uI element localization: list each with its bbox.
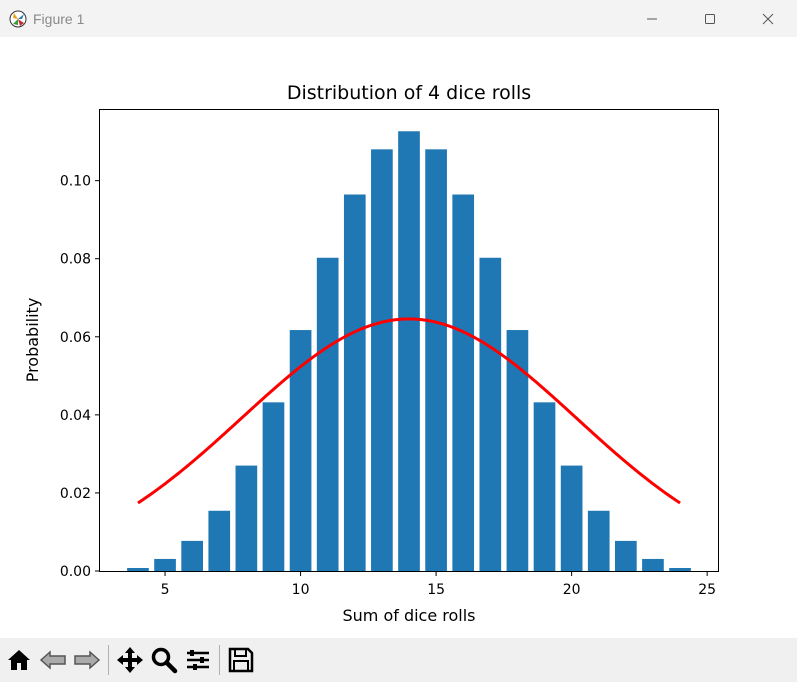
bar-13 <box>371 149 393 571</box>
bar-19 <box>533 402 556 571</box>
save-button[interactable] <box>226 645 256 675</box>
zoom-button[interactable] <box>149 645 179 675</box>
window-title: Figure 1 <box>33 10 85 27</box>
x-tick-label: 15 <box>427 582 445 598</box>
bar-14 <box>398 131 420 571</box>
x-axis-ticks: 5 10 15 20 25 <box>161 571 716 598</box>
bar-6 <box>181 540 203 571</box>
x-tick-label: 25 <box>698 582 716 598</box>
y-tick-label: 0.02 <box>60 486 91 502</box>
minimize-icon <box>647 18 657 19</box>
bar-11 <box>316 257 339 571</box>
forward-button[interactable] <box>72 645 102 675</box>
matplotlib-app-icon <box>9 10 27 28</box>
close-button[interactable] <box>739 0 797 37</box>
y-axis-label: Probability <box>23 298 42 383</box>
minimize-button[interactable] <box>623 0 681 37</box>
back-icon <box>39 650 66 670</box>
bar-22 <box>615 540 637 571</box>
configure-subplots-icon <box>187 650 209 670</box>
y-tick-label: 0.00 <box>60 564 91 580</box>
y-tick-label: 0.10 <box>60 174 91 190</box>
y-tick-label: 0.08 <box>60 252 91 268</box>
chart: Distribution of 4 dice rolls 5 10 15 20 25 0… <box>23 82 719 625</box>
bar-8 <box>235 465 258 571</box>
maximize-button[interactable] <box>681 0 739 37</box>
bar-20 <box>560 465 583 571</box>
x-axis-label: Sum of dice rolls <box>342 606 475 625</box>
pan-button[interactable] <box>115 645 145 675</box>
bar-18 <box>506 330 529 571</box>
back-button[interactable] <box>38 645 68 675</box>
zoom-icon <box>151 647 178 674</box>
bars <box>127 131 691 571</box>
home-button[interactable] <box>4 645 34 675</box>
save-icon <box>228 647 254 673</box>
y-tick-label: 0.04 <box>60 408 91 424</box>
x-tick-label: 10 <box>292 582 310 598</box>
bar-10 <box>289 330 312 571</box>
configure-subplots-button[interactable] <box>183 645 213 675</box>
x-tick-label: 20 <box>563 582 581 598</box>
pan-icon <box>117 647 143 673</box>
bar-12 <box>343 194 366 571</box>
bar-4 <box>127 567 149 571</box>
window-controls <box>623 0 797 37</box>
bar-5 <box>154 558 176 571</box>
home-icon <box>8 650 30 670</box>
bar-17 <box>479 257 502 571</box>
y-axis-ticks: 0.00 0.02 0.04 0.06 0.08 0.10 <box>60 174 100 580</box>
normal-curve-line <box>137 317 681 505</box>
bar-16 <box>452 194 475 571</box>
y-tick-label: 0.06 <box>60 330 91 346</box>
bar-9 <box>262 402 285 571</box>
forward-icon <box>74 650 101 670</box>
close-icon <box>762 13 774 24</box>
figure-canvas[interactable]: Distribution of 4 dice rolls 5 10 15 20 25 0… <box>0 37 797 635</box>
window-titlebar: Figure 1 <box>0 0 797 37</box>
x-tick-label: 5 <box>161 582 170 598</box>
bar-24 <box>669 567 691 571</box>
bar-7 <box>208 510 231 571</box>
toolbar-separator <box>108 645 109 675</box>
navigation-toolbar <box>0 638 797 682</box>
bar-21 <box>587 510 610 571</box>
toolbar-separator <box>219 645 220 675</box>
maximize-icon <box>705 13 715 24</box>
bar-15 <box>425 149 447 571</box>
axes-frame <box>99 109 719 572</box>
chart-title: Distribution of 4 dice rolls <box>287 82 531 104</box>
bar-23 <box>642 558 664 571</box>
